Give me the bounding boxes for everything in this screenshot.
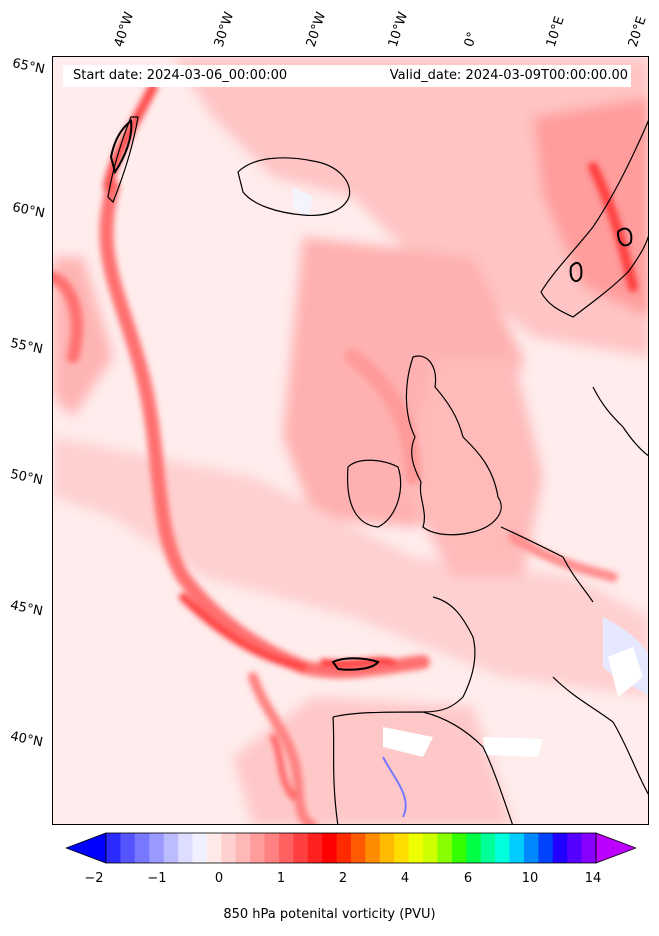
colorbar-segment [250,833,266,863]
lat-label-60n: 60°N [10,200,47,222]
colorbar-segment [423,833,438,863]
colorbar-segment [322,833,338,863]
lon-label-10w: 10°W [385,10,412,49]
colorbar-segment [437,833,453,863]
colorbar-segment [351,833,366,863]
colorbar-segment [466,833,482,863]
colorbar-tick-14: 14 [584,871,602,886]
pv-negative-patches [293,187,648,818]
lon-label-40w: 40°W [111,10,138,49]
colorbar-segment [567,833,583,863]
coast-great-britain [405,355,502,536]
colorbar [64,831,638,865]
coast-iceland [237,157,351,217]
colorbar-segment [394,833,410,863]
colorbar-segment [408,833,424,863]
colorbar-label: 850 hPa potenital vorticity (PVU) [223,907,436,922]
colorbar-graphic [64,832,638,864]
lon-label-20w: 20°W [303,10,330,49]
colorbar-extend-high [595,832,638,864]
pv-filaments [53,82,638,824]
colorbar-tick-0: 0 [214,871,224,886]
lat-label-55n: 55°N [8,336,45,358]
colorbar-segment [480,833,496,863]
colorbar-segment [163,833,179,863]
colorbar-segment [552,833,568,863]
colorbar-segment [307,833,323,863]
colorbar-segment [134,833,150,863]
lon-label-0: 0° [461,30,481,49]
lat-label-45n: 45°N [8,598,45,620]
coast-low-countries [500,526,594,603]
pv-broad-regions [53,57,648,824]
lon-label-20e: 20°E [625,14,650,50]
coast-iberia-north [332,711,513,824]
colorbar-segment [106,833,121,863]
colorbar-segment [379,833,395,863]
lat-label-40n: 40°N [8,729,45,751]
coast-ireland [346,459,402,528]
colorbar-segment [451,833,467,863]
colorbar-segment [192,833,208,863]
lon-label-10e: 10°E [543,14,568,50]
colorbar-tick-6: 6 [463,871,473,886]
lat-label-50n: 50°N [8,467,45,489]
coast-france [422,596,476,713]
colorbar-segment [235,833,251,863]
colorbar-segment [538,833,554,863]
coastlines [107,116,648,824]
colorbar-tick-neg1: −1 [147,871,167,886]
lat-label-65n: 65°N [10,56,47,78]
colorbar-segment [365,833,381,863]
colorbar-tick-1: 1 [276,871,286,886]
colorbar-frame [105,832,597,864]
colorbar-tick-neg2: −2 [84,871,104,886]
colorbar-tick-2: 2 [338,871,348,886]
colorbar-segment [523,833,539,863]
map-panel: Start date: 2024-03-06_00:00:00 Valid_da… [52,56,649,825]
colorbar-segment [278,833,294,863]
colorbar-segment [178,833,193,863]
colorbar-segment [581,833,597,863]
colorbar-tick-4: 4 [400,871,410,886]
colorbar-segment [206,833,222,863]
header-strip [63,65,631,87]
colorbar-segment [221,833,237,863]
colorbar-extend-low [64,832,107,864]
colorbar-tick-10: 10 [521,871,539,886]
lon-label-30w: 30°W [211,10,238,49]
pv-contours [109,119,633,671]
coast-baltic [592,386,648,457]
colorbar-segment [509,833,525,863]
coast-norway [540,120,648,318]
colorbar-segment [149,833,165,863]
colorbar-segment [336,833,352,863]
colorbar-segment [495,833,511,863]
valid-date-label: Valid_date: 2024-03-09T00:00:00.00 [389,68,628,83]
colorbar-segment [264,833,280,863]
coast-mediterranean [552,676,648,795]
start-date-label: Start date: 2024-03-06_00:00:00 [73,68,288,83]
coast-iberia-west [332,716,339,824]
pv-field-map [53,57,648,824]
colorbar-segment [293,833,309,863]
colorbar-segment [120,833,136,863]
